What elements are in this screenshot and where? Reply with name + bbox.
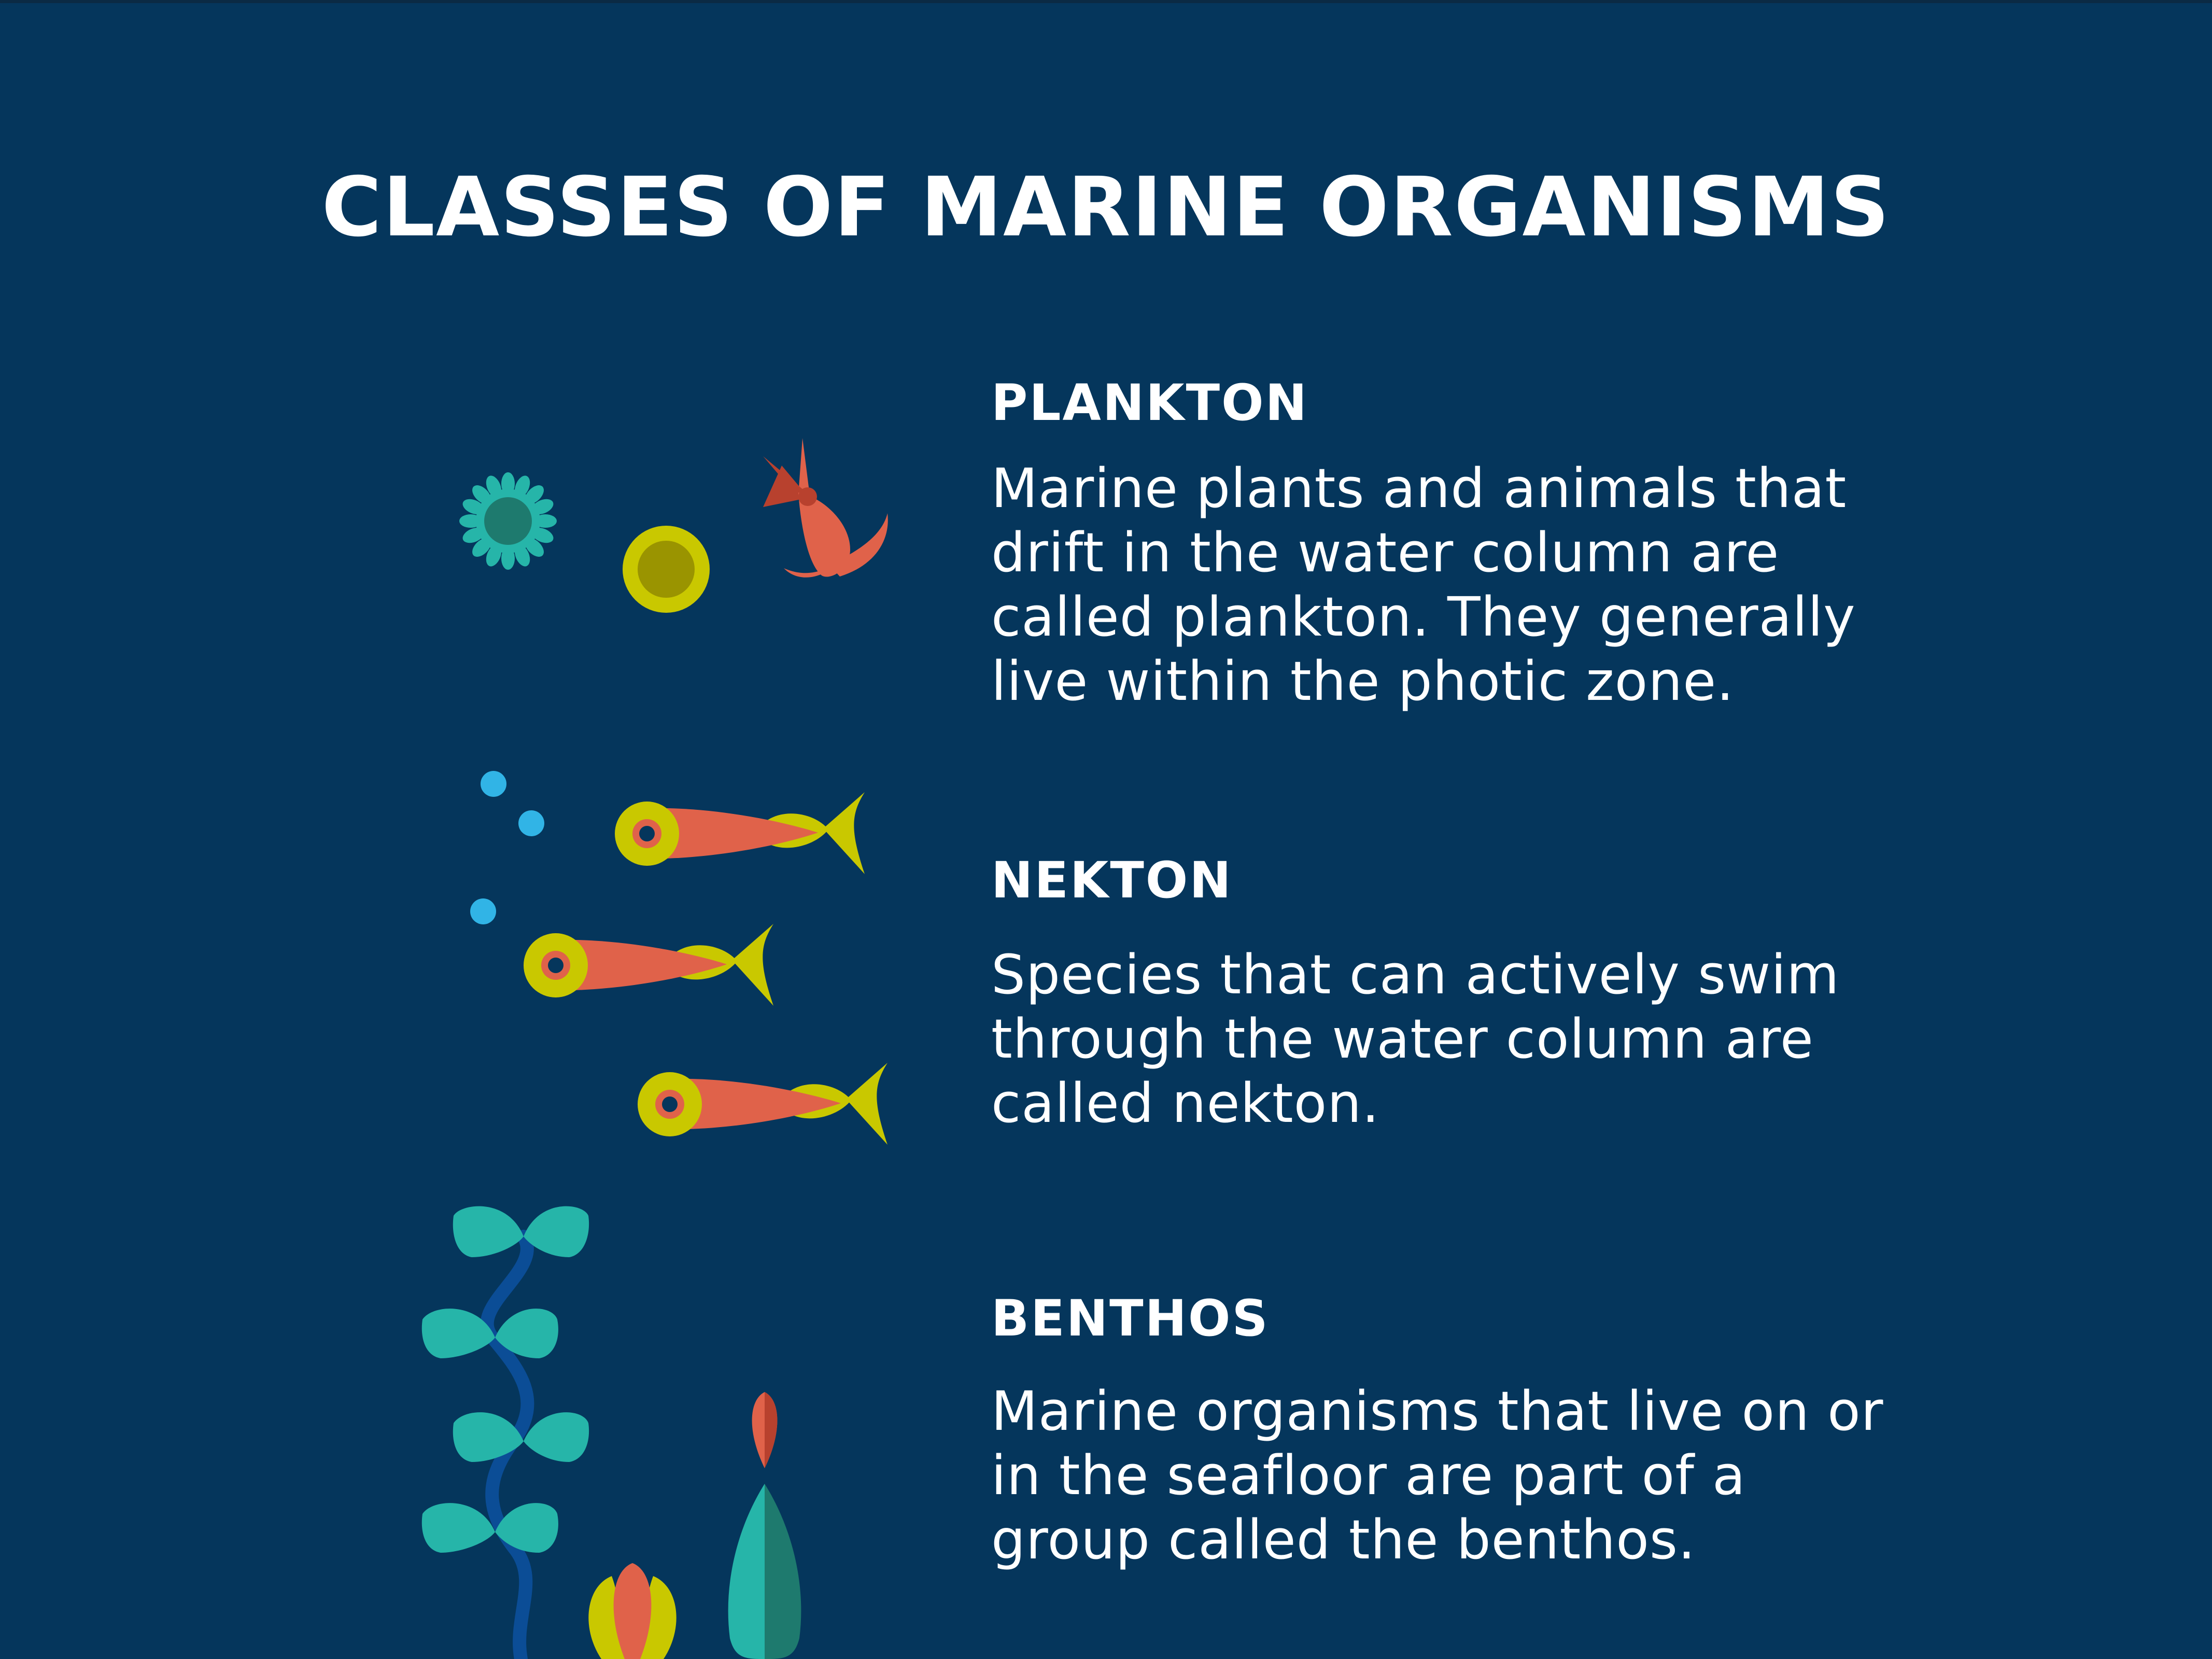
seaweed-leaves [421,1206,589,1553]
bubble-icon [481,771,506,797]
anemone-icon [588,1563,677,1659]
fish-icon [524,924,773,1006]
benthos-illustration [421,1206,801,1659]
nekton-illustration [470,771,887,1145]
page-title: CLASSES OF MARINE ORGANISMS [321,160,1891,255]
nekton-description: Species that can actively swim through t… [991,943,1840,1135]
diatom-icon [459,472,557,570]
plankton-illustration [459,438,888,613]
plankton-description: Marine plants and animals that drift in … [991,457,1856,713]
cell-icon [623,526,710,613]
bubble-icon [470,898,496,924]
fish-icon [615,792,865,874]
plankton-heading: PLANKTON [991,374,1308,432]
bubble-icon [518,810,544,836]
top-border [0,0,2212,3]
benthos-heading: BENTHOS [991,1289,1270,1347]
sea-pen-icon [728,1392,801,1659]
copepod-icon [763,438,888,578]
benthos-description: Marine organisms that live on or in the … [991,1380,1884,1571]
nekton-heading: NEKTON [991,851,1233,909]
fish-icon [638,1063,887,1145]
